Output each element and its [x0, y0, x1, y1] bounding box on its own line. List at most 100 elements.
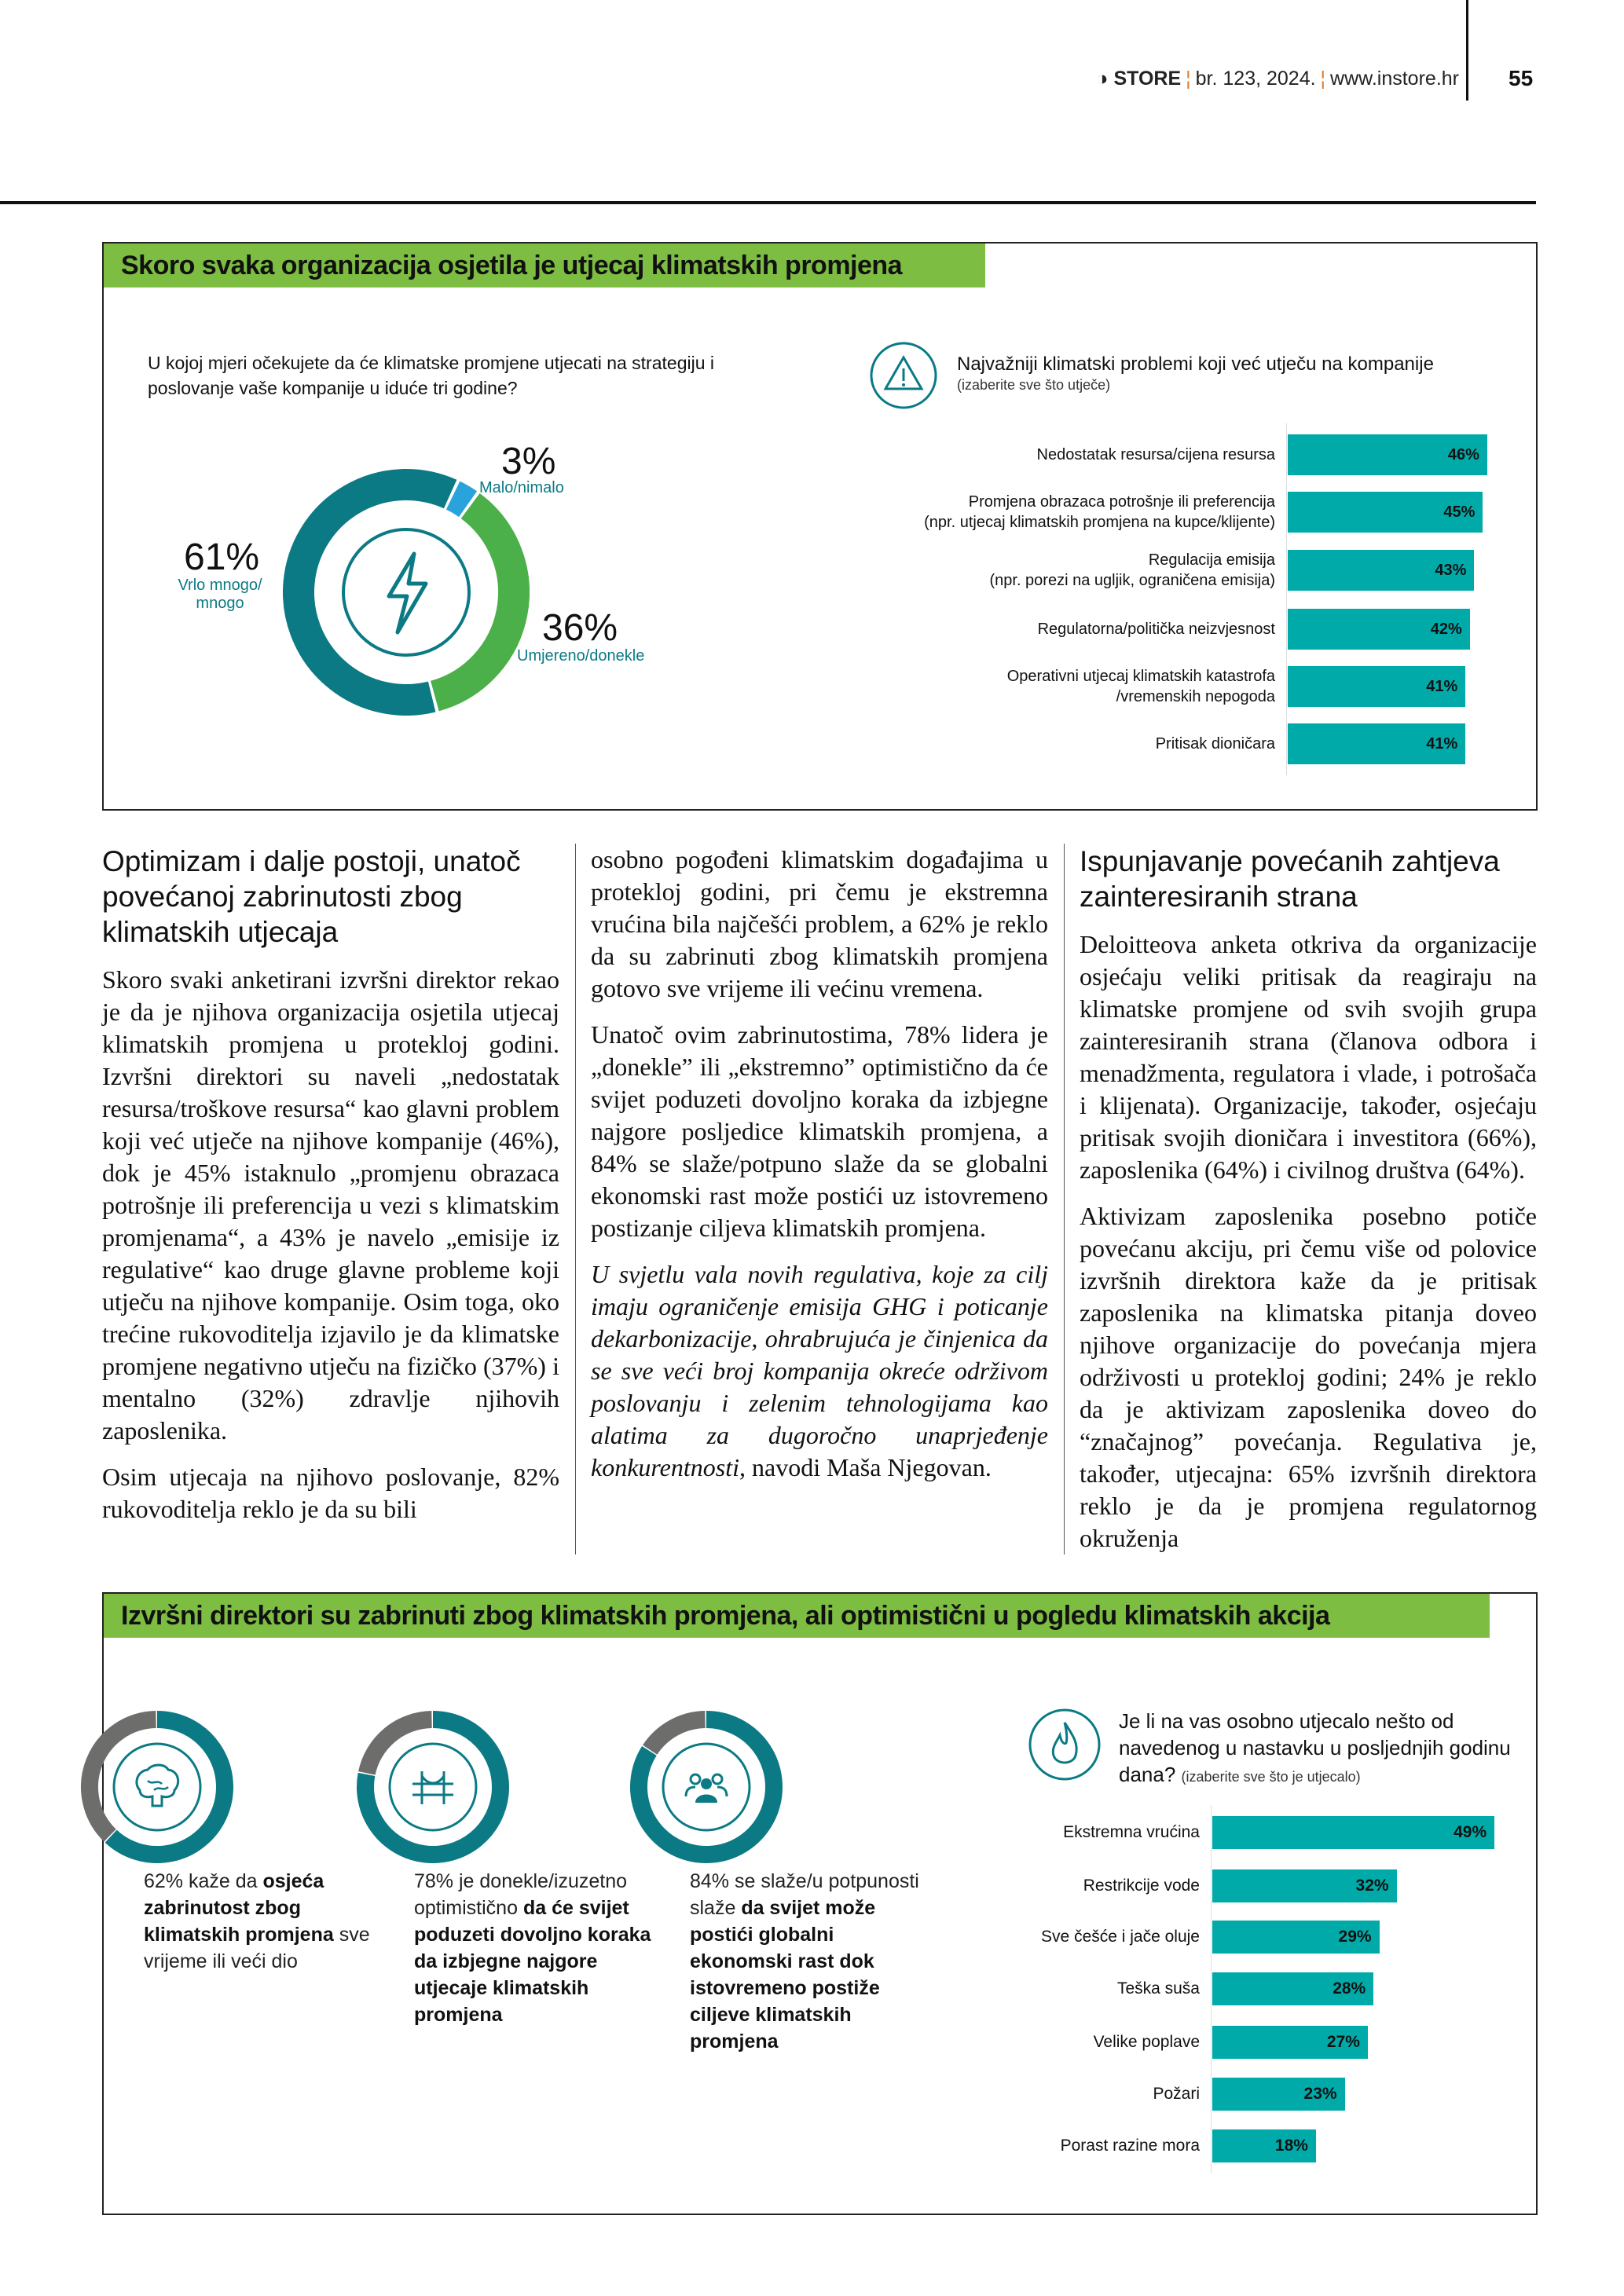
stat-text-part: da svijet može postići globalni ekonomsk… — [690, 1897, 880, 2052]
axis-line — [1286, 423, 1287, 775]
stat-donut — [81, 1711, 233, 1863]
donut-slice — [445, 481, 478, 518]
bar-label: Porast razine mora — [1060, 2137, 1200, 2155]
icon-circle — [388, 1742, 478, 1832]
donut-slice — [104, 1711, 233, 1863]
paragraph: Osim utjecaja na njihovo poslovanje, 82%… — [102, 1463, 559, 1523]
bars-title: Najvažniji klimatski problemi koji već u… — [957, 353, 1434, 375]
bar-value: 29% — [1338, 1928, 1372, 1946]
bar: 42% — [1288, 609, 1470, 650]
stat-text-part: osjeća zabrinutost zbog klimatskih promj… — [144, 1870, 334, 1946]
bars-subtitle: (izaberite sve što je utjecalo) — [1181, 1769, 1361, 1785]
page-header: ◑ STORE ¦ br. 123, 2024. ¦ www.instore.hr — [1096, 68, 1459, 90]
donut-slice — [81, 1711, 156, 1842]
stat-text-part: da će svijet poduzeti dovoljno koraka da… — [414, 1897, 651, 2026]
bar: 43% — [1288, 550, 1475, 591]
bar-label: Požari — [1153, 2085, 1200, 2103]
infographic-box-2 — [102, 1592, 1538, 2215]
infographic-box-1 — [102, 242, 1538, 811]
article-column-1: Optimizam i dalje postoji, unatoč poveća… — [102, 844, 559, 1540]
stat-text: 84% se slaže/u potpunosti slaže da svije… — [690, 1868, 941, 2055]
bar: 46% — [1288, 434, 1487, 475]
donut-slice — [358, 1711, 433, 1776]
issue: br. 123, 2024. — [1195, 68, 1316, 90]
axis-line — [1211, 1805, 1212, 2173]
bar: 41% — [1288, 723, 1466, 764]
bar-value: 32% — [1355, 1877, 1389, 1895]
bars-subtitle: (izaberite sve što utječe) — [957, 377, 1111, 393]
donut-slice — [630, 1711, 783, 1863]
donut-question: U kojoj mjeri očekujete da će klimatske … — [148, 353, 714, 398]
article-column-3: Ispunjavanje povećanih zahtjeva zaintere… — [1080, 844, 1537, 1569]
bar: 45% — [1288, 492, 1483, 533]
donut-value: 36% — [542, 607, 618, 649]
donut-slice — [357, 1711, 509, 1863]
divider — [1466, 0, 1468, 101]
quote: U svjetlu vala novih regulativa, koje za… — [591, 1260, 1048, 1481]
icon-circle — [112, 1742, 202, 1832]
bar: 41% — [1288, 666, 1466, 707]
quote-paragraph: U svjetlu vala novih regulativa, koje za… — [591, 1258, 1048, 1484]
bridge-icon — [412, 1771, 453, 1804]
stat-text: 78% je donekle/izuzetno optimistično da … — [414, 1868, 665, 2028]
donut-value: 3% — [501, 441, 556, 482]
paragraph: Deloitteova anketa otkriva da organizaci… — [1080, 930, 1537, 1184]
donut-slice — [430, 493, 530, 712]
bar-value: 41% — [1426, 735, 1458, 753]
brand: STORE — [1113, 68, 1182, 90]
bar-value: 41% — [1426, 678, 1458, 695]
icon-circle — [662, 1742, 751, 1832]
website-link[interactable]: www.instore.hr — [1330, 68, 1459, 90]
bar-value: 28% — [1333, 1979, 1366, 1998]
people-group-icon — [684, 1773, 728, 1803]
bar: 29% — [1212, 1921, 1380, 1954]
bars-title-2: Je li na vas osobno utjecalo nešto od na… — [1119, 1708, 1512, 1790]
bar: 18% — [1212, 2129, 1316, 2162]
article-column-2: osobno pogođeni klimatskim događajima u … — [591, 844, 1048, 1498]
bar-value: 43% — [1435, 562, 1467, 579]
bar-label: Sve češće i jače oluje — [1041, 1928, 1200, 1946]
stat-text-part: sve vrijeme ili veći dio — [144, 1924, 370, 1972]
donut-chart — [283, 469, 530, 716]
bar-label: Regulatorna/politička neizvjesnost — [1037, 621, 1275, 638]
bar: 23% — [1212, 2078, 1345, 2111]
store-logo-icon: ◑ — [1096, 68, 1114, 90]
bar-label: Regulacija emisija (npr. porezi na uglji… — [989, 551, 1275, 589]
bar-label: Ekstremna vrućina — [1063, 1823, 1200, 1841]
brain-icon — [135, 1763, 180, 1807]
bar-value: 49% — [1454, 1823, 1487, 1841]
icon-circle — [342, 528, 471, 657]
donut-label: Umjereno/donekle — [517, 647, 645, 665]
stat-text: 62% kaže da osjeća zabrinutost zbog klim… — [144, 1868, 395, 1975]
bar: 32% — [1212, 1869, 1397, 1902]
page-number: 55 — [1509, 66, 1534, 90]
stat-donut — [357, 1711, 509, 1863]
bar-value: 23% — [1303, 2085, 1337, 2103]
section-heading: Optimizam i dalje postoji, unatoč poveća… — [102, 845, 521, 948]
paragraph: Aktivizam zaposlenika posebno potiče pov… — [1080, 1202, 1537, 1552]
bar-value: 46% — [1447, 446, 1479, 463]
bar-label: Teška suša — [1116, 1979, 1200, 1998]
stat-text-part: 84% se slaže/u potpunosti slaže — [690, 1870, 919, 1919]
donut-value: 61% — [184, 536, 260, 578]
bar-value: 27% — [1326, 2033, 1360, 2051]
bar-value: 42% — [1430, 621, 1462, 638]
bar-label: Promjena obrazaca potrošnje ili preferen… — [924, 493, 1275, 531]
donut-slice — [283, 469, 457, 716]
stat-text-part: 78% je donekle/izuzetno optimistično — [414, 1870, 628, 1919]
section-heading: Ispunjavanje povećanih zahtjeva zaintere… — [1080, 845, 1500, 913]
bar-label: Nedostatak resursa/cijena resursa — [1036, 446, 1275, 463]
paragraph: Skoro svaki anketirani izvršni direktor … — [102, 965, 559, 1445]
divider — [0, 201, 1536, 204]
bar-label: Pritisak dioničara — [1155, 735, 1275, 753]
donut-label: Malo/nimalo — [479, 479, 564, 496]
stat-donut — [630, 1711, 783, 1863]
attribution: , navodi Maša Njegovan. — [739, 1453, 992, 1481]
bar: 28% — [1212, 1972, 1374, 2005]
infographic-title: Izvršni direktori su zabrinuti zbog klim… — [104, 1594, 1490, 1638]
bars-title: Je li na vas osobno utjecalo nešto od na… — [1119, 1709, 1511, 1786]
paragraph: Unatoč ovim zabrinutostima, 78% lidera j… — [591, 1020, 1048, 1242]
donut-slice — [643, 1711, 706, 1756]
bar-label: Operativni utjecaj klimatskih katastrofa… — [1006, 668, 1275, 705]
